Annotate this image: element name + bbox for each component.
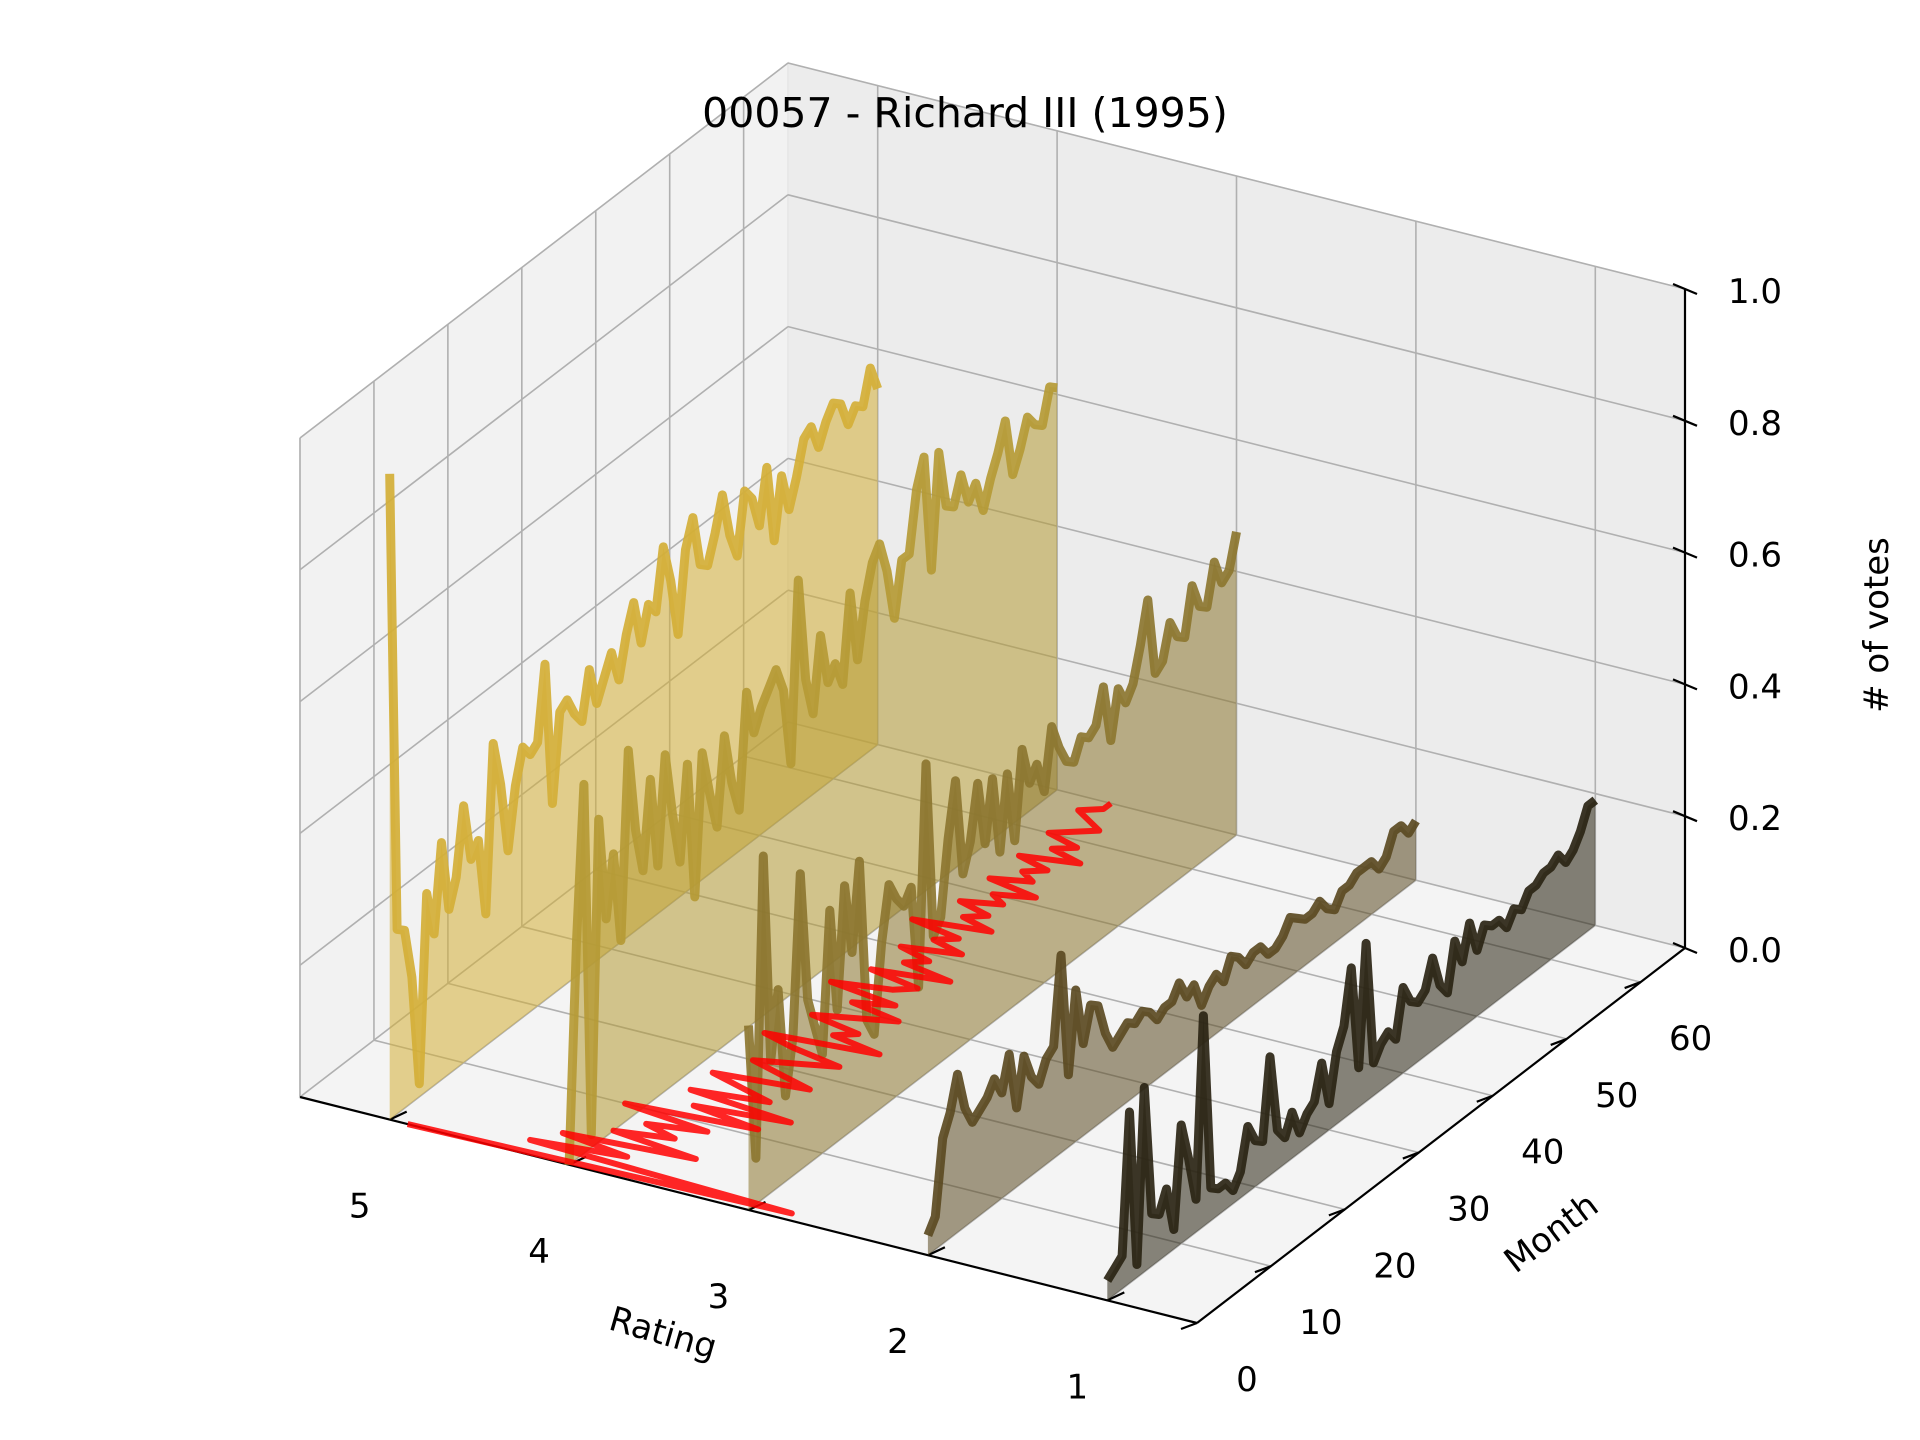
z-tick (1672, 941, 1698, 955)
rating-4-line (564, 382, 1058, 1165)
y-tick-label: 50 (1595, 1076, 1638, 1116)
rating-1-line (1103, 796, 1599, 1283)
chart-title: 00057 - Richard III (1995) (702, 89, 1228, 137)
x-tick-label: 1 (1066, 1367, 1088, 1407)
y-tick-label: 30 (1447, 1190, 1490, 1230)
z-tick-label: 0.0 (1728, 931, 1782, 971)
rating-4-area (569, 386, 1058, 1165)
z-tick (1672, 546, 1698, 559)
y-tick (1476, 1094, 1494, 1103)
grid-line (787, 62, 1686, 290)
series-layer (385, 363, 1599, 1301)
grid-line (787, 194, 1686, 422)
x-tick-label: 5 (349, 1187, 371, 1227)
rating-5-area (389, 368, 878, 1120)
y-tick (1328, 1208, 1346, 1217)
x-tick-label: 2 (887, 1322, 909, 1362)
x-tick (389, 1110, 408, 1121)
rating-5-line (385, 363, 882, 1089)
y-tick-label: 60 (1669, 1019, 1712, 1059)
mean-rating-line (406, 801, 1113, 1217)
x-tick (1106, 1291, 1125, 1302)
rating-2-line (923, 818, 1420, 1238)
x-axis-title: Rating (605, 1299, 721, 1368)
x-tick-label: 3 (708, 1277, 730, 1317)
y-tick (1402, 1151, 1420, 1160)
rating-3-area (748, 531, 1237, 1210)
z-tick-label: 0.4 (1728, 667, 1782, 707)
z-tick-label: 1.0 (1728, 272, 1782, 312)
y-tick (1550, 1037, 1568, 1046)
rating-1-area (1107, 800, 1596, 1301)
y-tick-label: 10 (1299, 1303, 1342, 1343)
y-tick (1624, 981, 1642, 990)
y-tick-label: 0 (1236, 1360, 1258, 1400)
y-tick-label: 20 (1373, 1246, 1416, 1286)
z-tick (1672, 282, 1698, 296)
z-tick (1672, 414, 1698, 427)
z-axis-title: # of votes (1857, 537, 1897, 713)
z-tick-label: 0.2 (1728, 799, 1782, 839)
x-tick-label: 4 (528, 1232, 550, 1272)
z-tick-label: 0.8 (1728, 404, 1782, 444)
z-tick (1672, 678, 1698, 691)
grid-line (787, 325, 1686, 554)
grid-line (299, 62, 789, 439)
y-axis-line (1196, 947, 1686, 1324)
grid-line (299, 325, 789, 703)
grid-line (299, 194, 789, 571)
y-tick (1254, 1265, 1272, 1274)
y-axis-title: Month (1497, 1185, 1606, 1281)
z-tick (1672, 810, 1698, 823)
x-tick (927, 1246, 946, 1257)
y-tick-label: 40 (1521, 1133, 1564, 1173)
y-tick (1180, 1321, 1198, 1331)
grid-line (299, 457, 789, 835)
z-tick-label: 0.6 (1728, 536, 1782, 576)
rating-2-area (927, 820, 1416, 1256)
rating-3-line (744, 531, 1241, 1163)
